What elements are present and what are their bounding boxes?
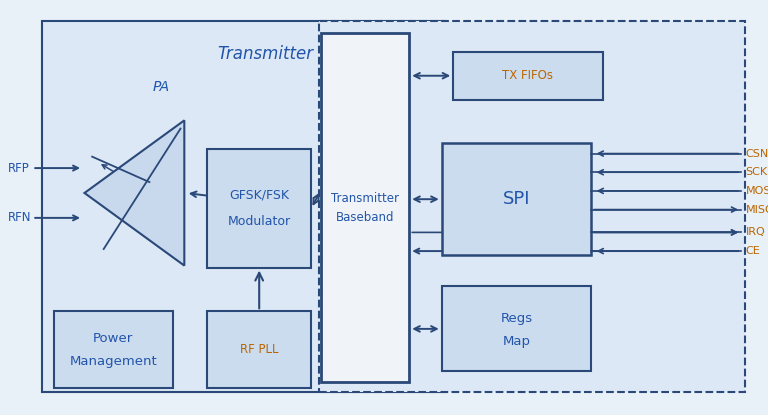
Text: Transmitter: Transmitter bbox=[217, 45, 313, 63]
Text: IRQ: IRQ bbox=[746, 227, 766, 237]
Text: GFSK/FSK: GFSK/FSK bbox=[229, 189, 290, 202]
Text: TX FIFOs: TX FIFOs bbox=[502, 69, 554, 82]
Bar bbox=[207, 149, 311, 268]
Bar bbox=[54, 311, 173, 388]
Text: Regs: Regs bbox=[501, 312, 532, 325]
Text: SCK: SCK bbox=[746, 167, 768, 177]
Text: RFP: RFP bbox=[8, 161, 29, 175]
Bar bbox=[442, 286, 591, 371]
Text: RF PLL: RF PLL bbox=[240, 343, 279, 356]
Bar bbox=[42, 21, 445, 392]
Text: PA: PA bbox=[153, 80, 170, 94]
Text: MISO: MISO bbox=[746, 205, 768, 215]
Text: Transmitter
Baseband: Transmitter Baseband bbox=[331, 191, 399, 224]
Text: MOSI: MOSI bbox=[746, 186, 768, 196]
Bar bbox=[207, 311, 311, 388]
Polygon shape bbox=[84, 120, 184, 266]
Text: CSN: CSN bbox=[746, 149, 768, 159]
Text: RFN: RFN bbox=[8, 211, 31, 225]
Bar bbox=[453, 52, 603, 100]
Text: SPI: SPI bbox=[503, 190, 530, 208]
Text: Modulator: Modulator bbox=[227, 215, 291, 228]
Bar bbox=[321, 33, 409, 382]
Text: CE: CE bbox=[746, 246, 760, 256]
Text: Map: Map bbox=[502, 335, 531, 348]
Bar bbox=[319, 21, 745, 392]
Bar bbox=[442, 143, 591, 255]
Text: Management: Management bbox=[69, 355, 157, 368]
Text: Power: Power bbox=[93, 332, 134, 344]
